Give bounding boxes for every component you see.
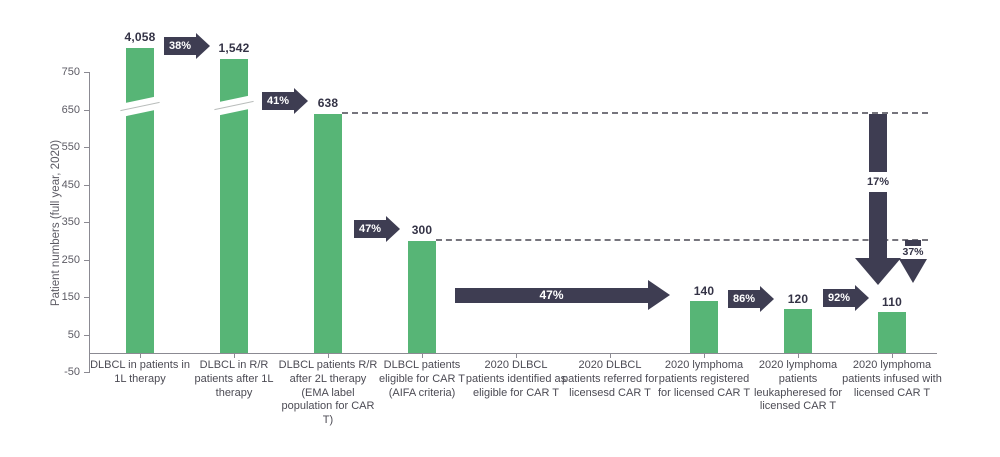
arrow-head-icon <box>760 286 774 312</box>
x-tick-mark <box>610 354 611 358</box>
y-tick-mark <box>84 185 89 186</box>
bar-dlbcl-rr-after-2l <box>314 114 342 353</box>
drop-arrow-label: 37% <box>902 246 924 258</box>
y-tick-label: 750 <box>61 66 80 78</box>
x-category-label: DLBCL patients eligible for CAR T (AIFA … <box>379 359 465 399</box>
arrow-head-icon <box>196 33 210 59</box>
bar-dlbcl-1l-therapy <box>126 48 154 353</box>
x-category-label: DLBCL in patients in 1L therapy <box>90 359 190 385</box>
bar-value-label: 1,542 <box>218 41 250 55</box>
y-tick-mark <box>84 222 89 223</box>
arrow-head-icon <box>386 216 400 242</box>
y-axis-line <box>89 72 90 373</box>
y-tick-label: 350 <box>61 216 80 228</box>
arrow-head-icon <box>648 280 670 310</box>
y-tick-label: 450 <box>61 179 80 191</box>
y-tick-mark <box>84 110 89 111</box>
flow-arrow-label: 38% <box>164 37 196 55</box>
bar-value-label: 4,058 <box>124 30 156 44</box>
flow-arrow-47pct: 47% <box>354 216 400 242</box>
x-tick-mark <box>422 354 423 358</box>
arrow-shaft <box>869 114 887 172</box>
drop-arrow-label: 17% <box>866 176 890 188</box>
flow-arrow-label: 92% <box>823 289 855 307</box>
arrow-head-icon <box>899 259 927 283</box>
bar-value-label: 140 <box>693 284 715 298</box>
reference-line-638 <box>342 112 928 114</box>
x-tick-mark <box>140 354 141 358</box>
y-tick-label: 550 <box>61 141 80 153</box>
x-axis-line <box>89 353 937 354</box>
flow-arrow-92pct: 92% <box>823 285 869 311</box>
bar-registered-cart <box>690 301 718 353</box>
bar-dlbcl-eligible-cart <box>408 241 436 353</box>
y-tick-mark <box>84 260 89 261</box>
bar-leukapheresed-cart <box>784 309 812 353</box>
x-category-label: 2020 lymphoma patients registered for li… <box>657 359 751 399</box>
x-category-label: DLBCL patients R/R after 2L therapy (EMA… <box>278 359 378 426</box>
bar-infused-cart <box>878 312 906 353</box>
flow-arrow-86pct: 86% <box>728 286 774 312</box>
drop-arrow-17pct: 17% <box>855 114 901 285</box>
arrow-head-icon <box>855 258 901 285</box>
y-tick-label: 50 <box>67 329 80 341</box>
x-tick-mark <box>798 354 799 358</box>
flow-arrow-38pct: 38% <box>164 33 210 59</box>
x-category-label: DLBCL in R/R patients after 1L therapy <box>194 359 274 399</box>
bar-value-label: 638 <box>317 96 339 110</box>
x-tick-mark <box>328 354 329 358</box>
x-category-label: 2020 DLBCL patients referred for license… <box>562 359 658 399</box>
arrow-head-icon <box>855 285 869 311</box>
y-tick-mark <box>84 147 89 148</box>
x-tick-mark <box>234 354 235 358</box>
x-tick-mark <box>516 354 517 358</box>
bar-value-label: 110 <box>882 295 902 309</box>
y-tick-mark <box>84 335 89 336</box>
y-tick-label: 250 <box>61 254 80 266</box>
flow-arrow-label: 47% <box>354 220 386 238</box>
flow-arrow-label: 86% <box>728 290 760 308</box>
flow-arrow-label: 47% <box>455 287 648 303</box>
x-category-label: 2020 DLBCL patients identified as eligib… <box>465 359 567 399</box>
x-category-label: 2020 lymphoma patients leukapheresed for… <box>753 359 843 413</box>
x-tick-mark <box>704 354 705 358</box>
drop-arrow-37pct: 37% <box>899 240 927 283</box>
flow-arrow-41pct: 41% <box>262 88 308 114</box>
y-tick-mark <box>84 72 89 73</box>
y-tick-label: -50 <box>64 366 80 378</box>
x-category-label: 2020 lymphoma patients infused with lice… <box>842 359 942 399</box>
y-tick-label: 650 <box>61 104 80 116</box>
reference-line-300 <box>436 239 928 241</box>
y-tick-mark <box>84 372 89 373</box>
y-tick-label: 150 <box>61 291 80 303</box>
arrow-head-icon <box>294 88 308 114</box>
bar-value-label: 300 <box>411 223 433 237</box>
bar-value-label: 120 <box>787 292 809 306</box>
flow-arrow-label: 41% <box>262 92 294 110</box>
arrow-shaft <box>905 240 921 246</box>
y-tick-mark <box>84 297 89 298</box>
flow-arrow-47pct-long: 47% <box>455 280 670 310</box>
arrow-shaft <box>869 192 887 258</box>
x-tick-mark <box>892 354 893 358</box>
